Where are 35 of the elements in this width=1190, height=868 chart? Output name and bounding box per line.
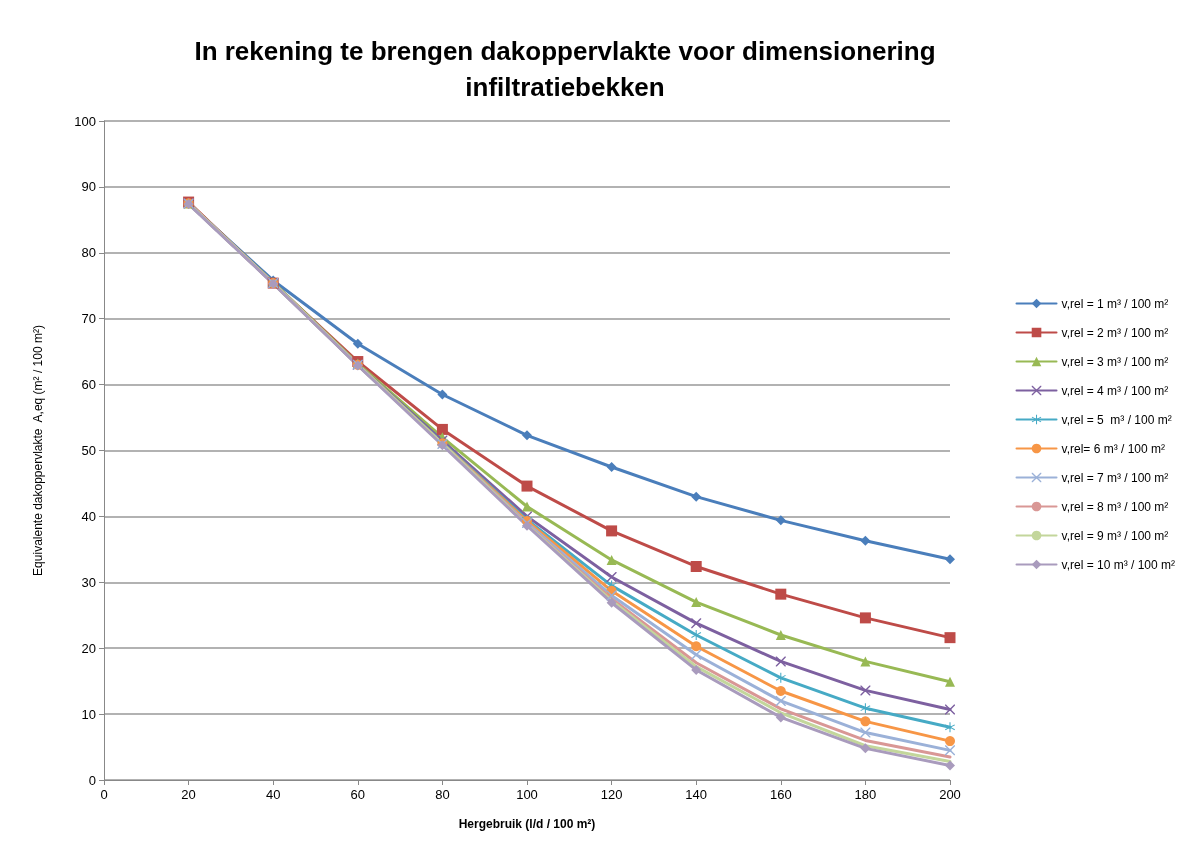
y-axis-title: Equivalente dakoppervlakte A,eq (m² / 100 m²) bbox=[31, 325, 45, 576]
y-tick-label: 0 bbox=[88, 772, 96, 788]
y-tick-label: 90 bbox=[81, 179, 96, 195]
x-tick-label: 200 bbox=[939, 787, 961, 802]
x-tick-label: 120 bbox=[600, 787, 623, 802]
x-tick-label: 160 bbox=[769, 787, 792, 802]
x-tick-label: 0 bbox=[100, 787, 108, 802]
y-tick-label: 50 bbox=[81, 443, 96, 458]
x-axis-title: Hergebruik (l/d / 100 m²) bbox=[458, 817, 596, 831]
legend-label: v,rel = 7 m³ / 100 m² bbox=[1061, 470, 1169, 485]
legend-label: v,rel = 1 m³ / 100 m² bbox=[1061, 296, 1169, 311]
y-tick-label: 20 bbox=[81, 640, 96, 656]
y-tick-label: 70 bbox=[81, 311, 96, 327]
legend-label: v,rel = 10 m³ / 100 m² bbox=[1061, 557, 1176, 572]
x-tick-label: 60 bbox=[350, 787, 366, 802]
x-tick-label: 140 bbox=[685, 787, 708, 802]
x-tick-label: 180 bbox=[854, 787, 877, 802]
x-tick-label: 100 bbox=[516, 787, 538, 802]
x-tick-label: 80 bbox=[435, 787, 450, 802]
x-tick-label: 40 bbox=[265, 787, 281, 802]
legend-label: v,rel = 3 m³ / 100 m² bbox=[1061, 354, 1169, 369]
y-tick-label: 60 bbox=[81, 377, 96, 393]
legend-label: v,rel = 9 m³ / 100 m² bbox=[1061, 528, 1169, 543]
legend-label: v,rel= 6 m³ / 100 m² bbox=[1061, 441, 1166, 456]
legend-label: v,rel = 2 m³ / 100 m² bbox=[1061, 325, 1169, 340]
y-tick-label: 40 bbox=[81, 508, 96, 524]
legend-label: v,rel = 4 m³ / 100 m² bbox=[1061, 383, 1169, 398]
x-tick-label: 20 bbox=[181, 787, 196, 802]
legend-label: v,rel = 5 m³ / 100 m² bbox=[1061, 412, 1172, 427]
y-tick-label: 80 bbox=[81, 245, 96, 261]
chart-title: In rekening te brengen dakoppervlakte voor dimensionering infiltratiebekken bbox=[194, 36, 936, 102]
y-tick-label: 30 bbox=[81, 574, 96, 590]
y-tick-label: 10 bbox=[81, 706, 96, 722]
legend-label: v,rel = 8 m³ / 100 m² bbox=[1061, 499, 1169, 514]
y-tick-label: 100 bbox=[74, 113, 96, 129]
